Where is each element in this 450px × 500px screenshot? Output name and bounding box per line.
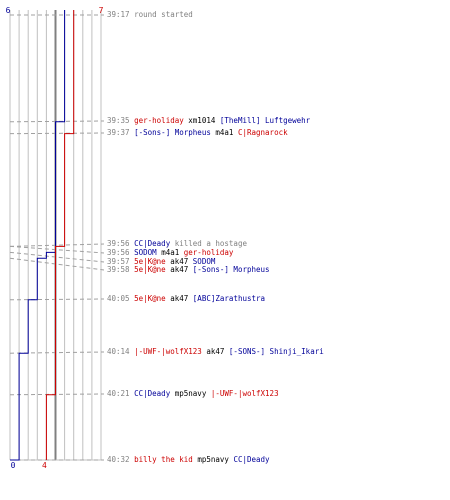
t-start-count: 7 <box>99 6 104 15</box>
victim-name: CC|Deady <box>233 455 270 464</box>
killer-name: CC|Deady <box>134 239 171 248</box>
weapon-name: ak47 <box>206 347 225 356</box>
event-row: 39:56 SODOM m4a1 ger-holiday <box>107 249 233 257</box>
event-row: 39:37 [-Sons-] Morpheus m4a1 C|Ragnarock <box>107 129 288 137</box>
event-time: 40:32 <box>107 455 130 464</box>
event-connector <box>9 243 105 247</box>
event-time: 39:58 <box>107 265 130 274</box>
event-time: 40:21 <box>107 389 130 398</box>
victim-name: |-UWF-|wolfX123 <box>210 389 279 398</box>
event-row: 39:57 5e|K@ne ak47 SODOM <box>107 258 215 266</box>
event-time: 39:56 <box>107 239 130 248</box>
victim-name: [ABC]Zarathustra <box>192 294 266 303</box>
weapon-name: m4a1 <box>161 248 180 257</box>
victim-name: ger-holiday <box>183 248 234 257</box>
weapon-name: ak47 <box>170 294 189 303</box>
event-time: 39:56 <box>107 248 130 257</box>
ct-start-count: 6 <box>6 6 11 15</box>
weapon-name: mp5navy <box>197 455 229 464</box>
killer-name: [-Sons-] Morpheus <box>134 128 211 137</box>
event-connector <box>9 245 105 254</box>
t-end-count: 4 <box>42 461 47 470</box>
killer-name: SODOM <box>134 248 157 257</box>
event-note: round started <box>134 10 193 19</box>
victim-name: [-Sons-] Morpheus <box>192 265 270 274</box>
killer-name: 5e|K@ne <box>134 257 166 266</box>
killer-name: ger-holiday <box>134 116 184 125</box>
event-row: 39:17 round started <box>107 11 193 19</box>
killer-name: billy the kid <box>134 455 193 464</box>
event-connector <box>9 257 105 271</box>
victim-name: SODOM <box>192 257 216 266</box>
event-time: 39:57 <box>107 257 130 266</box>
event-row: 40:21 CC|Deady mp5navy |-UWF-|wolfX123 <box>107 390 279 398</box>
weapon-name: xm1014 <box>188 116 216 125</box>
killer-name: CC|Deady <box>134 389 171 398</box>
event-row: 40:32 billy the kid mp5navy CC|Deady <box>107 456 270 464</box>
event-time: 39:35 <box>107 116 130 125</box>
weapon-name: mp5navy <box>174 389 207 398</box>
weapon-name: m4a1 <box>215 128 234 137</box>
event-connector <box>9 393 105 396</box>
victim-name: C|Ragnarock <box>237 128 288 137</box>
weapon-name: ak47 <box>170 265 189 274</box>
event-row: 39:35 ger-holiday xm1014 [TheMill] Luftg… <box>107 117 310 125</box>
event-time: 39:17 <box>107 10 130 19</box>
event-connector <box>9 132 105 135</box>
t-alive-line <box>45 10 75 460</box>
event-row: 39:58 5e|K@ne ak47 [-Sons-] Morpheus <box>107 266 270 274</box>
weapon-name: ak47 <box>170 257 189 266</box>
event-row: 40:05 5e|K@ne ak47 [ABC]Zarathustra <box>107 295 265 303</box>
killer-name: 5e|K@ne <box>134 294 166 303</box>
event-row: 40:14 |-UWF-|wolfX123 ak47 [-SONS-] Shin… <box>107 348 324 356</box>
event-note: killed a hostage <box>174 239 247 248</box>
event-time: 40:14 <box>107 347 130 356</box>
event-time: 40:05 <box>107 294 130 303</box>
event-connector <box>9 298 105 301</box>
killer-name: |-UWF-|wolfX123 <box>134 347 202 356</box>
ct-alive-line <box>10 10 66 461</box>
event-time: 39:37 <box>107 128 130 137</box>
victim-name: [TheMill] Luftgewehr <box>219 116 311 125</box>
ct-end-count: 0 <box>11 461 16 470</box>
event-connector <box>9 120 105 123</box>
event-row: 39:56 CC|Deady killed a hostage <box>107 240 247 248</box>
event-connector <box>9 251 105 263</box>
killer-name: 5e|K@ne <box>134 265 166 274</box>
victim-name: [-SONS-] Shinji_Ikari <box>228 347 324 356</box>
